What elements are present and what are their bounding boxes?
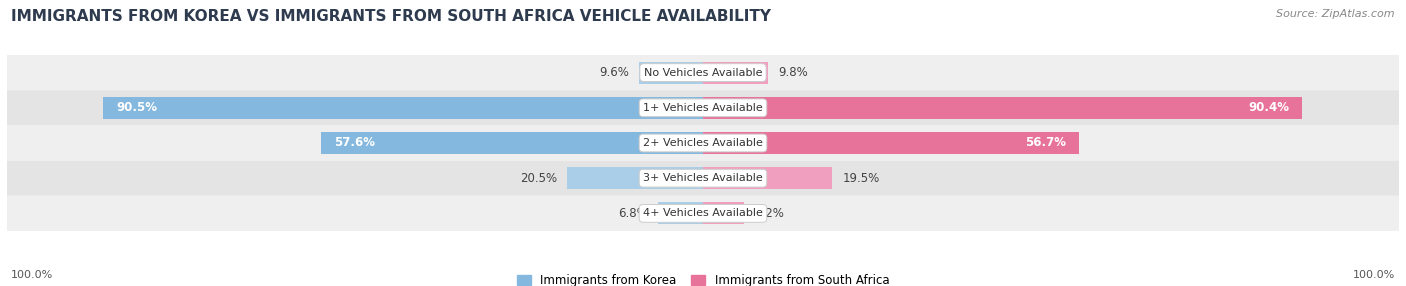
Text: 56.7%: 56.7% <box>1025 136 1066 150</box>
FancyBboxPatch shape <box>7 125 1399 161</box>
Bar <box>321 132 703 154</box>
Bar <box>567 167 703 189</box>
Text: 57.6%: 57.6% <box>335 136 375 150</box>
Bar <box>658 202 703 224</box>
Bar <box>640 62 703 84</box>
Text: 9.6%: 9.6% <box>599 66 630 79</box>
Text: Source: ZipAtlas.com: Source: ZipAtlas.com <box>1277 9 1395 19</box>
Bar <box>703 132 1078 154</box>
Text: 19.5%: 19.5% <box>842 172 879 185</box>
Legend: Immigrants from Korea, Immigrants from South Africa: Immigrants from Korea, Immigrants from S… <box>517 274 889 286</box>
Text: 6.8%: 6.8% <box>619 207 648 220</box>
Text: 90.4%: 90.4% <box>1249 101 1289 114</box>
Text: 1+ Vehicles Available: 1+ Vehicles Available <box>643 103 763 113</box>
Text: 20.5%: 20.5% <box>520 172 557 185</box>
Text: 2+ Vehicles Available: 2+ Vehicles Available <box>643 138 763 148</box>
Text: No Vehicles Available: No Vehicles Available <box>644 67 762 78</box>
Text: 3+ Vehicles Available: 3+ Vehicles Available <box>643 173 763 183</box>
Bar <box>103 97 703 119</box>
Text: 6.2%: 6.2% <box>754 207 785 220</box>
FancyBboxPatch shape <box>7 161 1399 196</box>
Bar <box>703 202 744 224</box>
FancyBboxPatch shape <box>7 55 1399 90</box>
Text: 100.0%: 100.0% <box>1353 270 1395 280</box>
Bar <box>703 62 768 84</box>
Text: 90.5%: 90.5% <box>117 101 157 114</box>
Bar <box>703 167 832 189</box>
Text: 100.0%: 100.0% <box>11 270 53 280</box>
Text: 9.8%: 9.8% <box>778 66 807 79</box>
FancyBboxPatch shape <box>7 90 1399 125</box>
Text: IMMIGRANTS FROM KOREA VS IMMIGRANTS FROM SOUTH AFRICA VEHICLE AVAILABILITY: IMMIGRANTS FROM KOREA VS IMMIGRANTS FROM… <box>11 9 772 23</box>
FancyBboxPatch shape <box>7 196 1399 231</box>
Text: 4+ Vehicles Available: 4+ Vehicles Available <box>643 208 763 219</box>
Bar <box>703 97 1302 119</box>
